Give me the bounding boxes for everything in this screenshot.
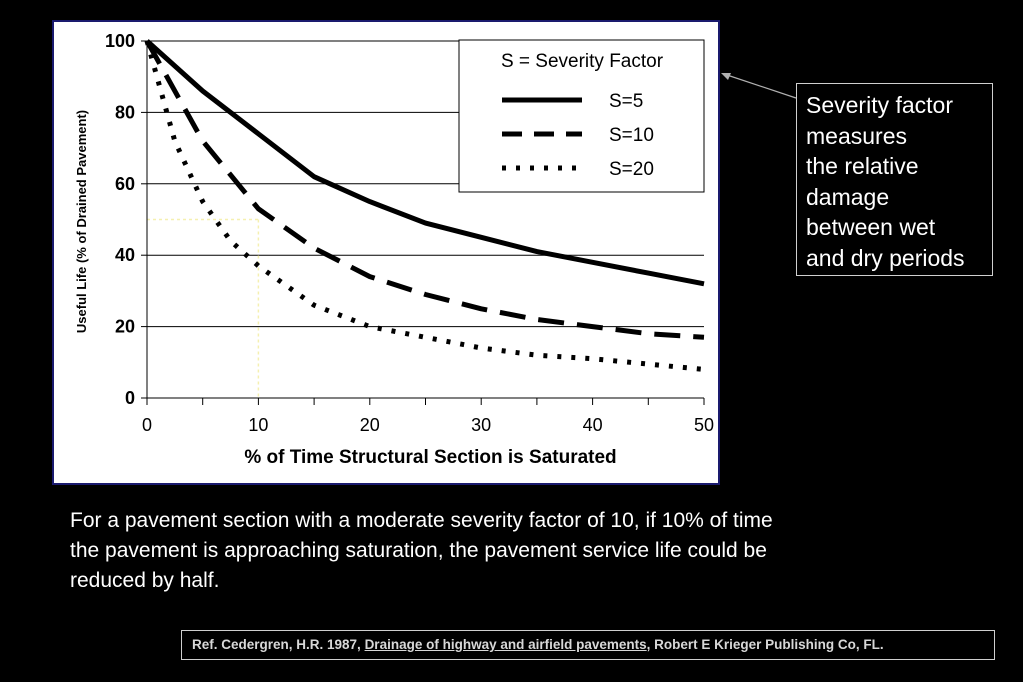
- reference-book-title: Drainage of highway and airfield pavemen…: [364, 637, 647, 652]
- caption-line: reduced by half.: [70, 569, 220, 592]
- x-axis-label: % of Time Structural Section is Saturate…: [244, 447, 616, 468]
- callout-line: the relative: [806, 153, 919, 179]
- x-tick-label: 30: [471, 415, 491, 435]
- caption-line: For a pavement section with a moderate s…: [70, 509, 773, 532]
- x-tick-label: 20: [360, 415, 380, 435]
- x-tick-label: 0: [142, 415, 152, 435]
- y-tick-label: 60: [115, 174, 135, 194]
- chart-panel: 0 10 20 30 40 50 0 20 40 60 80 100 % of Time Structu…: [52, 20, 720, 485]
- series-line-s20: [144, 40, 705, 372]
- y-tick-label: 80: [115, 102, 135, 122]
- y-axis-label: Useful Life (% of Drained Pavement): [74, 110, 89, 333]
- callout-line: measures: [806, 122, 907, 149]
- callout-line: Severity factor: [806, 92, 953, 118]
- x-tick-label: 10: [248, 415, 268, 435]
- callout-line: and dry periods: [806, 244, 965, 271]
- y-tick-label: 20: [115, 317, 135, 337]
- legend-label: S=20: [609, 159, 654, 180]
- series-line-s10: [144, 39, 705, 340]
- series-line-s5: [145, 39, 705, 287]
- reference-suffix: , Robert E Krieger Publishing Co, FL.: [646, 637, 884, 652]
- legend-label: S=10: [609, 125, 654, 146]
- callout-line: damage: [806, 183, 890, 210]
- y-tick-label: 100: [105, 31, 135, 51]
- legend-label: S=5: [609, 91, 643, 112]
- caption-line: the pavement is approaching saturation, …: [70, 539, 767, 562]
- legend-title: S = Severity Factor: [501, 51, 664, 72]
- y-tick-label: 0: [125, 388, 135, 408]
- caption-text: For a pavement section with a moderate s…: [70, 506, 950, 596]
- line-chart: 0 10 20 30 40 50 0 20 40 60 80 100 % of Time Structu…: [74, 31, 714, 468]
- reference-prefix: Ref. Cedergren, H.R. 1987,: [192, 637, 365, 652]
- y-tick-label: 40: [115, 245, 135, 265]
- callout-line: between wet: [806, 214, 936, 240]
- x-tick-label: 40: [583, 415, 603, 435]
- legend-box: [458, 39, 705, 193]
- reference-box: Ref. Cedergren, H.R. 1987, Drainage of h…: [181, 630, 995, 660]
- x-tick-label: 50: [694, 415, 714, 435]
- severity-callout: Severity factor measures the relative da…: [796, 83, 993, 276]
